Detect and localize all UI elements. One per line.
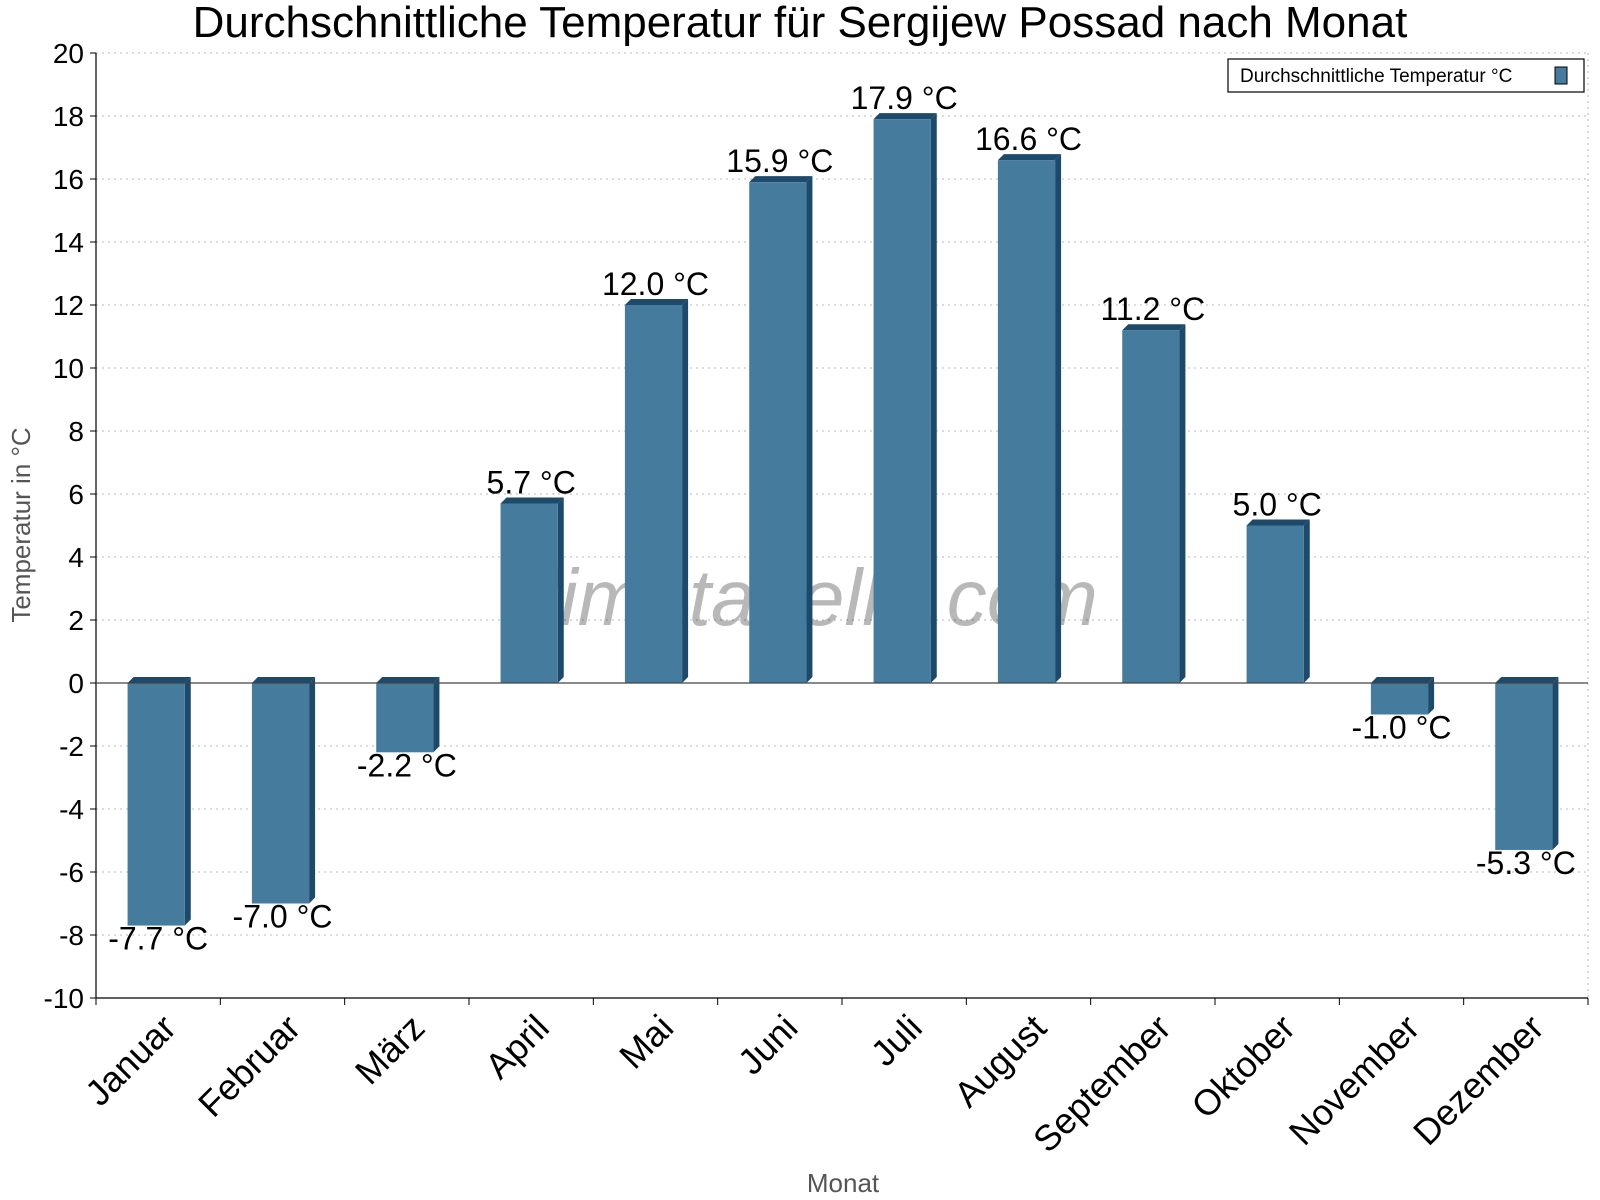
bar-side: [1303, 519, 1310, 683]
x-tick-label: Januar: [77, 1007, 184, 1114]
bar-side: [1428, 677, 1435, 715]
data-label: 17.9 °C: [851, 80, 958, 116]
x-axis-title: Monat: [807, 1168, 880, 1198]
x-tick-label: Juli: [863, 1007, 930, 1074]
bar-september: [1122, 324, 1186, 683]
x-tick-label: Dezember: [1405, 1007, 1551, 1153]
data-label: 11.2 °C: [1100, 291, 1205, 327]
y-tick-label: 12: [53, 290, 84, 321]
bar-top: [997, 154, 1062, 161]
grid-lines: [96, 52, 1589, 999]
bar-juli: [873, 113, 937, 683]
bar-side: [1055, 154, 1062, 684]
x-tick-label: Juni: [730, 1007, 806, 1083]
bar-side: [557, 497, 564, 683]
bar-top: [873, 113, 937, 120]
bar-side: [930, 113, 937, 683]
bar-front: [500, 503, 558, 683]
bar-dezember: [1495, 677, 1559, 850]
legend-swatch: [1554, 66, 1568, 85]
data-label: -2.2 °C: [357, 747, 457, 783]
y-tick-label: 10: [53, 353, 84, 384]
bar-front: [1370, 683, 1429, 715]
bar-januar: [127, 677, 191, 926]
y-tick-label: 14: [53, 227, 84, 258]
y-tick-label: -8: [59, 920, 84, 951]
data-label: 5.0 °C: [1233, 487, 1322, 523]
bar-februar: [251, 677, 316, 904]
bar-front: [127, 683, 185, 926]
x-tick-label: Mai: [611, 1007, 681, 1077]
bar-side: [433, 677, 440, 753]
bar-side: [309, 677, 316, 904]
legend: Durchschnittliche Temperatur °C: [1227, 58, 1585, 93]
bar-oktober: [1246, 519, 1310, 683]
bar-top: [127, 677, 191, 683]
bars: [127, 113, 1559, 926]
bar-top: [1246, 519, 1310, 526]
y-tick-label: 6: [68, 479, 84, 510]
y-tick-label: 0: [68, 668, 84, 699]
bar-front: [997, 160, 1056, 684]
bar-front: [1122, 330, 1180, 683]
data-label: 12.0 °C: [602, 266, 709, 302]
bar-top: [749, 176, 813, 183]
bar-front: [749, 182, 807, 683]
bar-november: [1370, 677, 1435, 715]
data-label: -7.0 °C: [233, 899, 333, 935]
bar-front: [624, 305, 683, 683]
bar-juni: [749, 176, 813, 683]
x-tick-label: März: [347, 1007, 433, 1093]
bar-top: [1495, 677, 1559, 683]
bar-mai: [624, 299, 689, 683]
legend-label: Durchschnittliche Temperatur °C: [1240, 66, 1512, 87]
y-tick-label: 8: [68, 416, 84, 447]
bar-märz: [376, 677, 440, 753]
bar-top: [251, 677, 316, 683]
bar-front: [1246, 525, 1304, 683]
data-label: 15.9 °C: [726, 143, 833, 179]
y-tick-label: -10: [44, 983, 84, 1014]
bar-august: [997, 154, 1062, 684]
y-tick-label: 2: [68, 605, 84, 636]
bar-top: [500, 497, 564, 504]
y-tick-label: 20: [53, 38, 84, 69]
data-label: -5.3 °C: [1476, 845, 1576, 881]
bar-front: [1495, 683, 1553, 850]
data-label: 16.6 °C: [975, 121, 1082, 157]
x-tick-label: Oktober: [1183, 1007, 1303, 1127]
bar-top: [376, 677, 440, 683]
legend-box: [1227, 58, 1585, 93]
y-tick-label: -2: [59, 731, 84, 762]
chart-title: Durchschnittliche Temperatur für Sergije…: [193, 0, 1408, 47]
data-label: 5.7 °C: [487, 464, 576, 500]
y-tick-label: -6: [59, 857, 84, 888]
bar-top: [1370, 677, 1435, 683]
bar-top: [624, 299, 689, 305]
bar-front: [376, 683, 434, 753]
data-label: -1.0 °C: [1352, 710, 1452, 746]
x-tick-label: November: [1281, 1007, 1427, 1153]
data-labels: -7.7 °C -7.0 °C -2.2 °C 5.7 °C 12.0 °C 15.9 °…: [108, 80, 1576, 956]
y-tick-label: 18: [53, 101, 84, 132]
bar-front: [873, 119, 931, 683]
data-label: -7.7 °C: [108, 921, 208, 957]
bar-side: [682, 299, 689, 683]
x-tick-label: Februar: [190, 1007, 308, 1125]
y-tick-label: 4: [68, 542, 84, 573]
bar-side: [1552, 677, 1559, 850]
y-tick-label: 16: [53, 164, 84, 195]
x-tick-label: August: [946, 1007, 1054, 1115]
bar-side: [1179, 324, 1186, 683]
bar-front: [251, 683, 310, 904]
y-tick-label: -4: [59, 794, 84, 825]
bar-side: [806, 176, 813, 683]
bar-april: [500, 497, 564, 683]
bar-top: [1122, 324, 1186, 331]
bar-side: [184, 677, 191, 926]
y-axis-title: Temperatur in °C: [6, 427, 36, 622]
x-tick-label: April: [477, 1007, 557, 1087]
